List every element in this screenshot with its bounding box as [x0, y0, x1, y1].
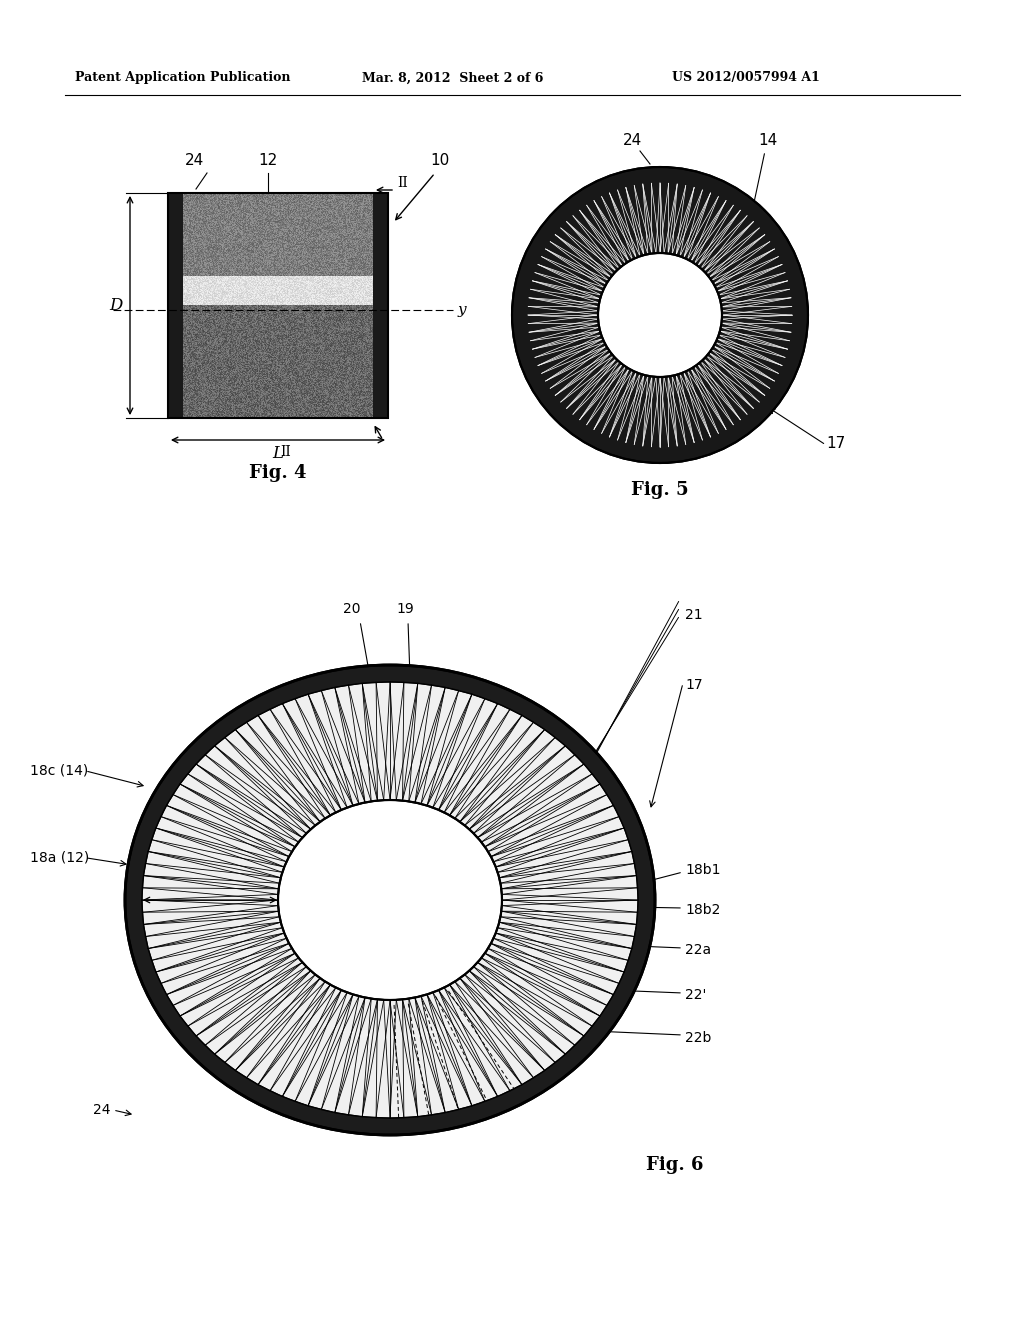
Text: 18c (14): 18c (14) — [30, 764, 88, 777]
Text: Mar. 8, 2012  Sheet 2 of 6: Mar. 8, 2012 Sheet 2 of 6 — [362, 71, 544, 84]
Bar — [168, 193, 388, 418]
Circle shape — [598, 253, 722, 378]
Text: 22": 22" — [395, 911, 425, 929]
Text: 24: 24 — [623, 133, 642, 148]
Text: 22b: 22b — [685, 1031, 712, 1045]
Text: 18b1: 18b1 — [685, 863, 721, 876]
Text: Fig. 4: Fig. 4 — [249, 465, 307, 482]
Text: 18b2: 18b2 — [685, 903, 720, 917]
Text: 10: 10 — [430, 153, 450, 168]
Text: US 2012/0057994 A1: US 2012/0057994 A1 — [672, 71, 820, 84]
Text: Fig. 5: Fig. 5 — [631, 480, 689, 499]
Ellipse shape — [278, 800, 502, 1001]
Text: 21: 21 — [685, 609, 702, 622]
Text: L: L — [272, 446, 284, 462]
Ellipse shape — [125, 665, 655, 1135]
Circle shape — [512, 168, 808, 463]
Text: 22': 22' — [685, 987, 707, 1002]
Text: 17: 17 — [685, 678, 702, 692]
Ellipse shape — [142, 682, 638, 1118]
Text: II: II — [281, 445, 292, 459]
Text: y: y — [458, 304, 467, 317]
Text: D: D — [110, 297, 123, 314]
Text: Patent Application Publication: Patent Application Publication — [75, 71, 291, 84]
Text: II: II — [397, 176, 408, 190]
Text: 18a (12): 18a (12) — [30, 850, 89, 865]
Text: 24: 24 — [92, 1104, 110, 1117]
Text: B: B — [265, 884, 273, 894]
Text: 12: 12 — [258, 153, 278, 168]
Text: 12: 12 — [568, 383, 588, 399]
Text: Fig. 6: Fig. 6 — [646, 1156, 703, 1173]
Circle shape — [528, 183, 792, 447]
Text: 20: 20 — [343, 602, 360, 616]
Text: 19: 19 — [396, 602, 414, 616]
Bar — [373, 193, 388, 418]
Text: 24: 24 — [185, 153, 205, 168]
Bar — [168, 193, 183, 418]
Text: 17: 17 — [826, 436, 845, 451]
Text: 14: 14 — [759, 133, 777, 148]
Text: 22a: 22a — [685, 942, 711, 957]
